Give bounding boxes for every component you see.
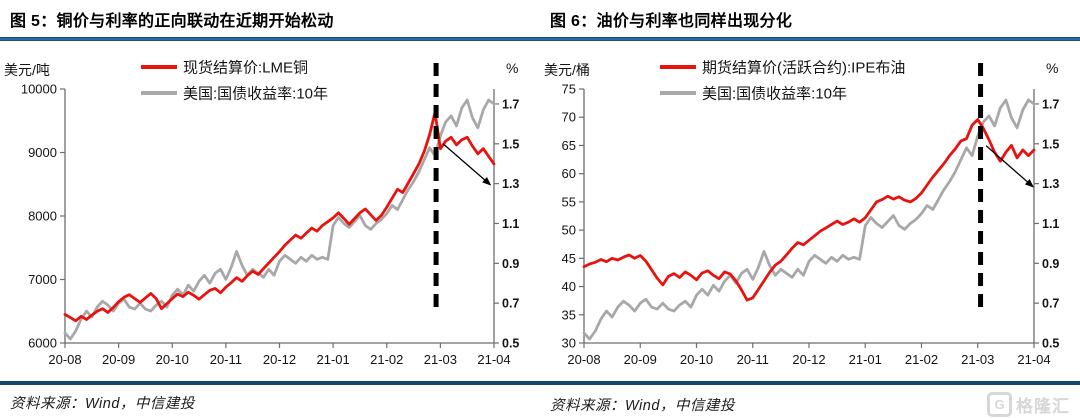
svg-text:0.5: 0.5 xyxy=(1042,337,1059,351)
svg-text:9000: 9000 xyxy=(28,145,57,160)
svg-text:1.3: 1.3 xyxy=(502,177,519,191)
svg-text:7000: 7000 xyxy=(28,272,57,287)
svg-text:55: 55 xyxy=(562,194,576,209)
svg-text:美元/吨: 美元/吨 xyxy=(4,62,50,78)
svg-text:0.9: 0.9 xyxy=(502,257,519,271)
title-rule xyxy=(0,37,540,41)
svg-text:0.7: 0.7 xyxy=(1042,297,1059,311)
svg-text:期货结算价(活跃合约):IPE布油: 期货结算价(活跃合约):IPE布油 xyxy=(702,59,905,77)
svg-text:21-03: 21-03 xyxy=(424,352,457,367)
svg-text:21-03: 21-03 xyxy=(961,352,994,367)
svg-text:20-10: 20-10 xyxy=(156,352,189,367)
svg-text:美元/桶: 美元/桶 xyxy=(544,62,590,78)
svg-text:美国:国债收益率:10年: 美国:国债收益率:10年 xyxy=(183,86,328,103)
oil-vs-rate-line-chart: 30 35 40 45 50 55 60 65 70 75 0.5 0.7 0.9 1.1 1.3 1.5 1.… xyxy=(544,59,1059,368)
svg-text:20-11: 20-11 xyxy=(210,352,242,367)
svg-text:8000: 8000 xyxy=(28,209,57,224)
svg-text:50: 50 xyxy=(562,223,576,238)
svg-text:10000: 10000 xyxy=(21,82,57,97)
svg-text:21-01: 21-01 xyxy=(849,352,882,367)
title-rule xyxy=(540,37,1080,41)
svg-text:20-09: 20-09 xyxy=(624,352,657,367)
svg-text:40: 40 xyxy=(562,279,576,294)
svg-text:20-12: 20-12 xyxy=(792,352,825,367)
svg-text:1.5: 1.5 xyxy=(1042,137,1059,151)
svg-text:1.3: 1.3 xyxy=(1042,177,1059,191)
svg-text:0.9: 0.9 xyxy=(1042,257,1059,271)
svg-text:美国:国债收益率:10年: 美国:国债收益率:10年 xyxy=(702,86,847,103)
svg-text:0.7: 0.7 xyxy=(502,297,519,311)
source-row: 资料来源：Wind，中信建投 G 格隆汇 xyxy=(540,381,1080,417)
svg-text:30: 30 xyxy=(562,336,576,351)
svg-text:6000: 6000 xyxy=(28,336,57,351)
svg-text:65: 65 xyxy=(562,138,576,153)
svg-text:%: % xyxy=(1046,60,1058,76)
svg-text:1.7: 1.7 xyxy=(502,97,519,111)
source-label: 资料来源：Wind，中信建投 xyxy=(10,396,195,412)
svg-text:1.5: 1.5 xyxy=(502,137,519,151)
svg-text:70: 70 xyxy=(562,110,576,125)
chart-title-oil: 图 6：油价与利率也同样出现分化 xyxy=(550,13,793,30)
svg-text:1.1: 1.1 xyxy=(502,217,519,231)
copper-vs-rate-line-chart: 6000 7000 8000 9000 10000 0.5 0.7 0.9 1.1 1.3 1.5 1… xyxy=(4,59,519,368)
svg-text:60: 60 xyxy=(562,166,576,181)
svg-text:20-12: 20-12 xyxy=(263,352,296,367)
gelonghui-logo-text: 格隆汇 xyxy=(1016,397,1070,416)
svg-text:75: 75 xyxy=(562,82,576,97)
panel-oil-chart: 图 6：油价与利率也同样出现分化 30 35 40 45 50 55 60 65 70 75 0.5… xyxy=(540,0,1080,418)
svg-text:20-08: 20-08 xyxy=(567,352,600,367)
svg-text:21-04: 21-04 xyxy=(1017,352,1050,367)
svg-text:现货结算价:LME铜: 现货结算价:LME铜 xyxy=(183,59,308,77)
svg-text:20-11: 20-11 xyxy=(737,352,769,367)
chart-title-copper: 图 5：铜价与利率的正向联动在近期开始松动 xyxy=(10,13,334,30)
svg-text:21-04: 21-04 xyxy=(477,352,510,367)
svg-text:%: % xyxy=(506,60,518,76)
svg-text:21-02: 21-02 xyxy=(370,352,403,367)
svg-text:21-02: 21-02 xyxy=(905,352,938,367)
svg-text:0.5: 0.5 xyxy=(502,337,519,351)
svg-text:20-10: 20-10 xyxy=(680,352,713,367)
gelonghui-logo-icon: G xyxy=(987,392,1012,417)
source-label: 资料来源：Wind，中信建投 xyxy=(550,398,735,414)
svg-text:45: 45 xyxy=(562,251,576,266)
svg-text:35: 35 xyxy=(562,307,576,322)
gelonghui-logo: G 格隆汇 xyxy=(987,392,1070,417)
svg-text:20-09: 20-09 xyxy=(102,352,135,367)
panel-copper-chart: 图 5：铜价与利率的正向联动在近期开始松动 6000 7000 8000 9000 10… xyxy=(0,13,540,413)
source-row: 资料来源：Wind，中信建投 xyxy=(0,381,540,413)
svg-text:20-08: 20-08 xyxy=(48,352,81,367)
svg-text:1.1: 1.1 xyxy=(1042,217,1059,231)
svg-text:1.7: 1.7 xyxy=(1042,97,1059,111)
svg-text:21-01: 21-01 xyxy=(317,352,350,367)
